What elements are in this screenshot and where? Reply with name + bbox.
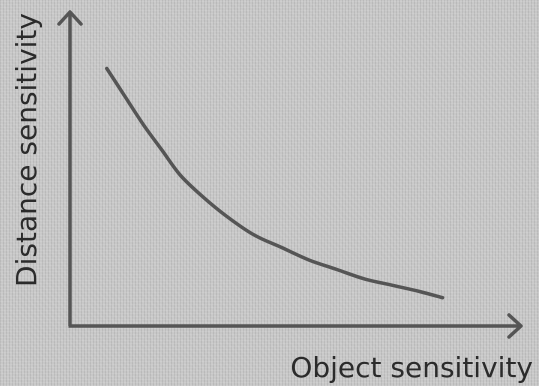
series-point-1 (124, 95, 127, 98)
y-axis-label: Distance sensitivity (10, 13, 43, 287)
series-point-14 (441, 296, 444, 299)
series-point-5 (202, 196, 205, 199)
y-axis-arrowhead (57, 10, 83, 26)
series-point-12 (391, 284, 394, 287)
series-curve (105, 66, 445, 300)
series-point-2 (142, 124, 145, 127)
series-points (105, 67, 444, 299)
series-point-3 (161, 149, 164, 152)
series-point-0 (105, 67, 108, 70)
series-point-9 (308, 259, 311, 262)
series-point-4 (179, 174, 182, 177)
x-axis-label: Object sensitivity (290, 351, 533, 384)
series-point-8 (280, 246, 283, 249)
series-point-11 (363, 277, 366, 280)
series-point-13 (418, 290, 421, 293)
series-point-10 (335, 268, 338, 271)
x-axis-arrowhead (507, 313, 523, 339)
series-point-7 (253, 233, 256, 236)
series-point-6 (225, 215, 228, 218)
